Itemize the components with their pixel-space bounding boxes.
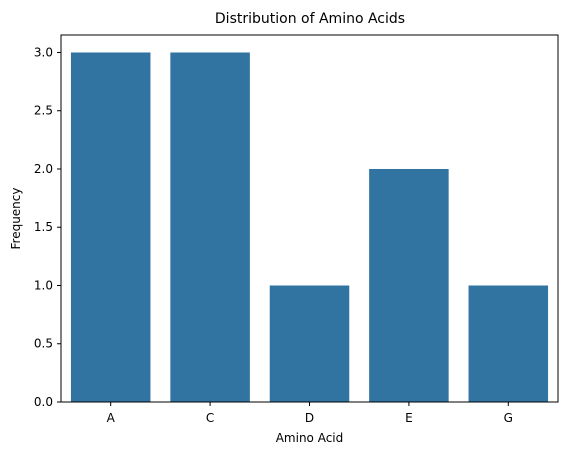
bar-A [70,52,151,402]
y-tick-label: 0.5 [34,337,53,351]
y-tick-label: 2.0 [34,162,53,176]
x-tick-label-C: C [206,411,214,425]
bars-group [70,52,549,402]
bar-C [170,52,250,402]
chart-title: Distribution of Amino Acids [215,11,405,27]
x-tick-label-A: A [107,411,116,425]
bar-G [468,285,549,402]
y-tick-label: 3.0 [34,45,53,59]
y-axis-label: Frequency [9,188,23,250]
bar-D [269,285,350,402]
y-tick-label: 2.5 [34,104,53,118]
x-axis-label: Amino Acid [276,431,344,445]
bar-E [369,168,449,402]
y-tick-label: 0.0 [34,395,53,409]
y-tick-label: 1.0 [34,278,53,292]
x-tick-label-D: D [305,411,314,425]
x-tick-label-G: G [504,411,513,425]
x-tick-label-E: E [405,411,413,425]
y-tick-label: 1.5 [34,220,53,234]
plot-frame [60,34,559,403]
y-axis: 0.0 0.5 1.0 1.5 2.0 2.5 3.0 [34,45,61,409]
